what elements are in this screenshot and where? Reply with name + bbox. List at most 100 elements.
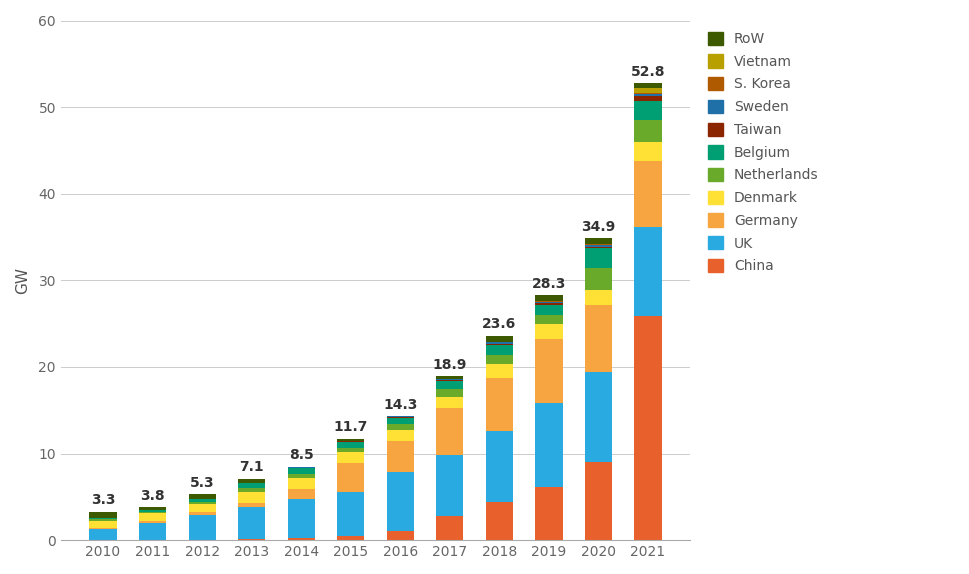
- Bar: [535, 304, 562, 305]
- Bar: [485, 364, 513, 378]
- Bar: [337, 440, 364, 441]
- Bar: [535, 301, 562, 302]
- Bar: [287, 489, 315, 499]
- Bar: [337, 441, 364, 443]
- Text: 18.9: 18.9: [432, 358, 466, 372]
- Bar: [634, 227, 661, 316]
- Bar: [584, 238, 611, 244]
- Bar: [634, 142, 661, 161]
- Text: 14.3: 14.3: [383, 398, 417, 412]
- Legend: RoW, Vietnam, S. Korea, Sweden, Taiwan, Belgium, Netherlands, Denmark, Germany, : RoW, Vietnam, S. Korea, Sweden, Taiwan, …: [703, 28, 822, 277]
- Bar: [237, 488, 266, 492]
- Bar: [188, 494, 215, 499]
- Bar: [387, 472, 414, 530]
- Bar: [387, 530, 414, 540]
- Bar: [584, 462, 611, 540]
- Bar: [337, 492, 364, 536]
- Bar: [387, 441, 414, 472]
- Bar: [436, 455, 463, 516]
- Bar: [89, 529, 116, 540]
- Bar: [584, 305, 611, 372]
- Bar: [188, 504, 215, 513]
- Bar: [387, 417, 414, 418]
- Bar: [584, 245, 611, 247]
- Bar: [287, 537, 315, 540]
- Text: 11.7: 11.7: [333, 421, 367, 435]
- Bar: [634, 316, 661, 540]
- Bar: [387, 424, 414, 430]
- Bar: [436, 389, 463, 397]
- Bar: [634, 93, 661, 94]
- Bar: [634, 100, 661, 121]
- Bar: [535, 324, 562, 339]
- Bar: [188, 515, 215, 540]
- Bar: [485, 502, 513, 540]
- Bar: [287, 468, 315, 474]
- Bar: [535, 305, 562, 315]
- Bar: [436, 397, 463, 409]
- Bar: [634, 96, 661, 100]
- Bar: [139, 523, 166, 540]
- Bar: [634, 88, 661, 93]
- Bar: [387, 418, 414, 424]
- Bar: [337, 443, 364, 448]
- Bar: [584, 249, 611, 268]
- Bar: [485, 336, 513, 342]
- Bar: [387, 416, 414, 417]
- Bar: [188, 513, 215, 515]
- Bar: [337, 463, 364, 492]
- Bar: [89, 518, 116, 519]
- Text: 34.9: 34.9: [580, 219, 615, 234]
- Bar: [337, 448, 364, 452]
- Bar: [436, 379, 463, 380]
- Bar: [337, 536, 364, 540]
- Bar: [436, 381, 463, 389]
- Bar: [287, 499, 315, 537]
- Bar: [485, 342, 513, 343]
- Bar: [237, 483, 266, 488]
- Bar: [436, 516, 463, 540]
- Bar: [485, 355, 513, 364]
- Bar: [188, 502, 215, 504]
- Bar: [237, 539, 266, 540]
- Bar: [535, 403, 562, 487]
- Bar: [485, 345, 513, 355]
- Bar: [237, 492, 266, 503]
- Bar: [436, 409, 463, 455]
- Bar: [139, 521, 166, 523]
- Bar: [387, 430, 414, 441]
- Bar: [535, 295, 562, 301]
- Bar: [287, 474, 315, 478]
- Bar: [139, 513, 166, 521]
- Bar: [139, 510, 166, 511]
- Bar: [337, 439, 364, 440]
- Bar: [634, 161, 661, 227]
- Bar: [485, 343, 513, 344]
- Bar: [237, 507, 266, 539]
- Text: 8.5: 8.5: [289, 448, 313, 462]
- Bar: [89, 511, 116, 518]
- Bar: [89, 519, 116, 521]
- Bar: [535, 302, 562, 304]
- Bar: [337, 452, 364, 463]
- Bar: [89, 528, 116, 529]
- Bar: [436, 377, 463, 379]
- Bar: [485, 378, 513, 431]
- Bar: [139, 507, 166, 510]
- Text: 28.3: 28.3: [531, 277, 566, 290]
- Bar: [139, 511, 166, 513]
- Bar: [287, 478, 315, 489]
- Bar: [584, 372, 611, 462]
- Bar: [436, 380, 463, 381]
- Text: 5.3: 5.3: [190, 476, 214, 490]
- Bar: [237, 503, 266, 507]
- Bar: [634, 83, 661, 88]
- Text: 7.1: 7.1: [239, 460, 264, 474]
- Bar: [535, 487, 562, 540]
- Text: 3.3: 3.3: [91, 493, 115, 507]
- Bar: [485, 344, 513, 345]
- Bar: [485, 431, 513, 502]
- Bar: [584, 290, 611, 305]
- Bar: [188, 499, 215, 502]
- Text: 3.8: 3.8: [141, 489, 165, 503]
